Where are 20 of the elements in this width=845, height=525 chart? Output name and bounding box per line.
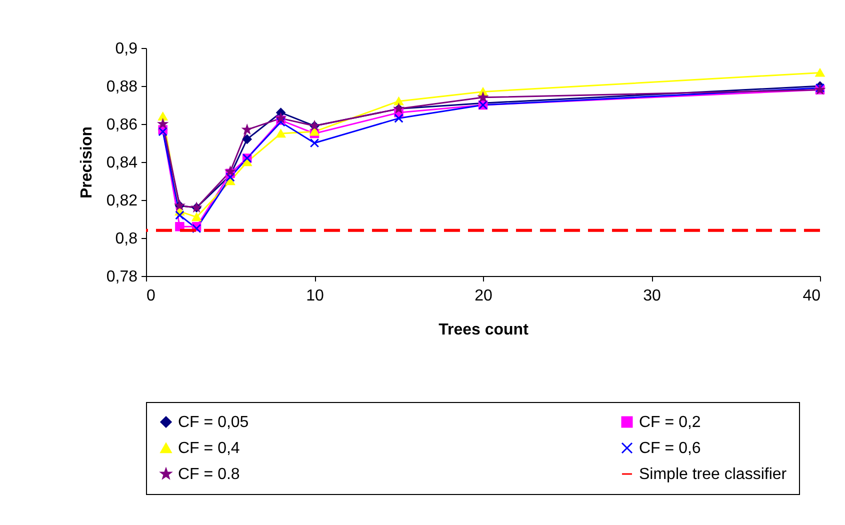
y-tick-label: 0,86	[106, 116, 138, 134]
y-tick-label: 0,82	[106, 192, 138, 210]
x-tick-label: 30	[643, 288, 661, 304]
y-axis-title: Precision	[78, 126, 96, 199]
y-tick-label: 0,78	[106, 268, 138, 286]
x-tick-label: 0	[146, 288, 156, 304]
x-axis-title: Trees count	[438, 322, 530, 338]
x-tick-label: 10	[306, 288, 324, 304]
legend-label: CF = 0,2	[639, 414, 701, 431]
x-tick-label: 40	[802, 288, 821, 304]
x-tick-label: 20	[474, 288, 492, 304]
legend-label: CF = 0,4	[178, 440, 240, 457]
legend-label: CF = 0.8	[178, 466, 240, 483]
y-tick-label: 0,84	[106, 154, 138, 172]
y-tick-label: 0,9	[115, 40, 138, 58]
legend-label: CF = 0,05	[178, 414, 249, 431]
y-tick-label: 0,88	[106, 78, 138, 96]
legend-label: CF = 0,6	[639, 440, 701, 457]
y-tick-label: 0,8	[115, 230, 138, 248]
legend-label: Simple tree classifier	[639, 466, 788, 483]
